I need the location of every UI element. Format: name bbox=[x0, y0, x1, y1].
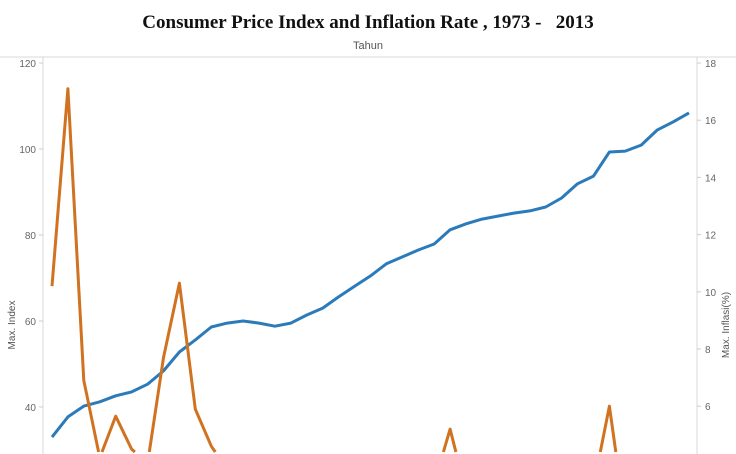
left-tick-label: 40 bbox=[25, 403, 37, 414]
chart-title: Consumer Price Index and Inflation Rate … bbox=[142, 12, 594, 33]
inflation-line bbox=[441, 427, 458, 453]
index-line bbox=[50, 111, 690, 439]
right-axis-title: Max. Inflasi(%) bbox=[721, 292, 732, 358]
right-tick-label: 8 bbox=[705, 345, 711, 356]
inflation-line bbox=[50, 87, 101, 453]
left-tick-label: 120 bbox=[19, 59, 36, 70]
x-axis-label: Tahun bbox=[353, 40, 383, 52]
right-tick-label: 10 bbox=[705, 288, 717, 299]
inflation-line bbox=[147, 281, 217, 453]
right-tick-label: 18 bbox=[705, 59, 717, 70]
right-tick-label: 16 bbox=[705, 116, 717, 127]
left-tick-label: 100 bbox=[19, 145, 36, 156]
left-axis-title: Max. Index bbox=[7, 301, 18, 350]
right-tick-label: 14 bbox=[705, 173, 717, 184]
left-tick-label: 80 bbox=[25, 231, 37, 242]
left-tick-label: 60 bbox=[25, 317, 37, 328]
inflation-line bbox=[598, 404, 618, 453]
right-tick-label: 6 bbox=[705, 402, 711, 413]
right-tick-label: 12 bbox=[705, 231, 717, 242]
inflation-line bbox=[100, 414, 136, 454]
